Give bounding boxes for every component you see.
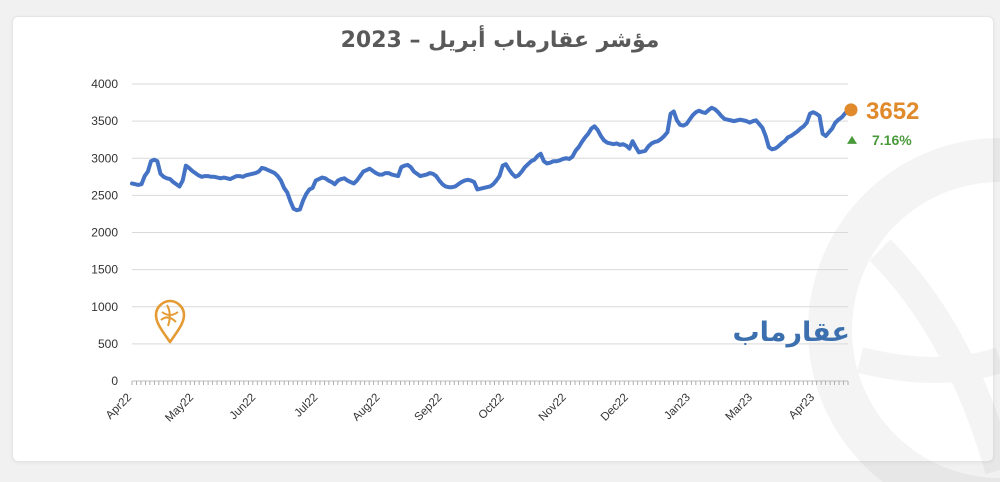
y-tick-label: 3000 <box>91 151 118 165</box>
x-tick-label: Nov22 <box>537 392 569 424</box>
series-line <box>130 105 850 213</box>
y-axis: 0 500 1000 1500 2000 2500 3000 3500 4000 <box>91 77 118 388</box>
chart-title: مؤشر عقارماب أبريل – 2023 <box>340 28 660 53</box>
x-tick-label: Oct22 <box>476 392 506 422</box>
x-tick-label: Jul22 <box>292 392 320 420</box>
y-tick-label: 2500 <box>91 188 118 202</box>
watermark-globe-icon <box>808 138 1000 482</box>
series-layer <box>130 105 850 213</box>
y-tick-label: 3500 <box>91 114 118 128</box>
y-tick-label: 1000 <box>91 300 118 314</box>
x-tick-label: Jan23 <box>662 392 693 423</box>
x-tick-label: Aug22 <box>350 392 382 424</box>
y-tick-label: 0 <box>111 374 118 388</box>
up-arrow-icon <box>847 135 857 144</box>
y-tick-label: 500 <box>98 337 118 351</box>
brand-wordmark: عقارماب <box>732 317 850 348</box>
y-tick-label: 4000 <box>91 77 118 91</box>
chart-card <box>12 16 994 462</box>
location-pin-icon <box>154 299 186 344</box>
x-tick-label: Apr22 <box>104 392 134 422</box>
y-tick-label: 2000 <box>91 226 118 240</box>
last-value-marker <box>844 103 858 117</box>
x-tick-label: Dec22 <box>599 392 631 424</box>
change-percent-label: 7.16% <box>872 132 912 148</box>
x-axis: Apr22 May22 Jun22 Jul22 Aug22 Sep22 Oct22 Nov22… <box>104 380 849 425</box>
x-tick-label: Apr23 <box>787 392 817 422</box>
last-value-label: 3652 <box>866 98 919 125</box>
x-tick-label: Mar23 <box>723 392 755 424</box>
y-tick-label: 1500 <box>91 263 118 277</box>
x-tick-label: May22 <box>163 392 196 425</box>
x-tick-label: Jun22 <box>228 392 259 423</box>
x-tick-label: Sep22 <box>413 392 445 424</box>
